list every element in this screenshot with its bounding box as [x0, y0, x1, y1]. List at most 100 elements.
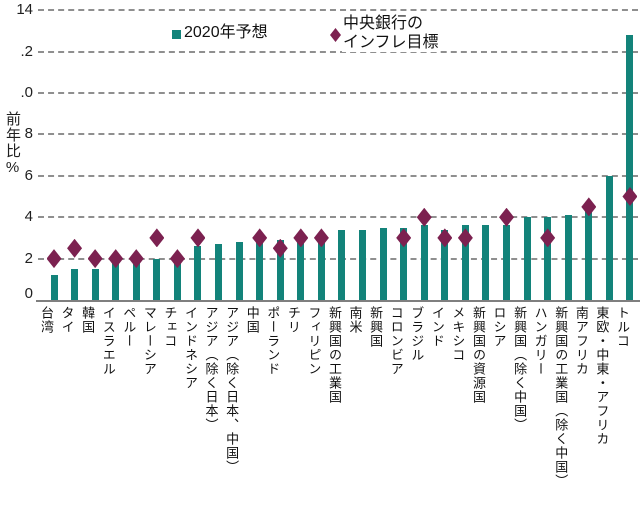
y-tick-label-10: .0	[20, 84, 33, 101]
x-label-新興国の工業国: 新興国の工業国	[326, 306, 342, 404]
target-diamond-ポーランド	[272, 238, 288, 258]
x-label-メキシコ: メキシコ	[450, 306, 466, 362]
bar-アジア（除く日本）	[215, 244, 223, 300]
bar-トルコ	[626, 35, 634, 300]
x-label-アジア（除く日本、中国）: アジア（除く日本、中国）	[224, 306, 240, 474]
bar-中国	[256, 239, 264, 300]
x-label-新興国の資源国: 新興国の資源国	[470, 306, 486, 404]
x-label-タイ: タイ	[59, 306, 75, 334]
x-label-新興国の工業国（除く中国）: 新興国の工業国（除く中国）	[553, 306, 569, 488]
bar-インドネシア	[194, 246, 202, 300]
x-label-南米: 南米	[347, 306, 363, 334]
gridline-10	[38, 92, 638, 94]
x-label-新興国（除く中国）: 新興国（除く中国）	[512, 306, 528, 432]
target-diamond-フィリピン	[313, 228, 329, 248]
gridline-4	[38, 216, 638, 219]
y-axis-title: 前年比%	[4, 111, 21, 177]
x-label-新興国: 新興国	[368, 306, 384, 348]
legend-bar-swatch-icon	[172, 30, 181, 39]
bar-新興国の工業国（除く中国）	[564, 215, 572, 300]
x-label-コロンビア: コロンビア	[388, 306, 404, 376]
target-diamond-ブラジル	[416, 207, 432, 227]
bar-ペルー	[132, 260, 140, 300]
bar-メキシコ	[461, 225, 469, 300]
gridline-12	[38, 50, 638, 53]
x-label-イスラエル: イスラエル	[100, 306, 116, 376]
y-tick-label-4: 4	[24, 208, 33, 226]
target-diamond-イスラエル	[108, 249, 124, 269]
bar-フィリピン	[317, 237, 325, 300]
bar-東欧・中東・アフリカ	[605, 175, 613, 300]
target-diamond-インドネシア	[190, 228, 206, 248]
x-axis-baseline	[36, 300, 640, 302]
y-tick-label-2: 2	[24, 249, 33, 267]
x-label-フィリピン: フィリピン	[306, 306, 322, 376]
target-diamond-メキシコ	[457, 228, 473, 248]
target-diamond-チェコ	[169, 249, 185, 269]
target-diamond-ロシア	[499, 207, 515, 227]
gridline-14	[38, 9, 638, 12]
x-label-インド: インド	[429, 306, 445, 348]
target-diamond-トルコ	[622, 187, 638, 206]
bar-南米	[359, 229, 367, 300]
bar-韓国	[91, 268, 99, 300]
bar-台湾	[50, 275, 58, 300]
bar-コロンビア	[400, 227, 408, 300]
x-label-チェコ: チェコ	[162, 306, 178, 348]
bar-新興国	[379, 227, 387, 300]
legend-target-label-line1: 中央銀行の	[343, 15, 424, 32]
x-label-ポーランド: ポーランド	[265, 306, 281, 376]
bar-チェコ	[173, 254, 181, 300]
bar-新興国の工業国	[338, 229, 346, 300]
target-diamond-インド	[437, 228, 453, 248]
bar-マレーシア	[153, 258, 161, 300]
bar-インド	[441, 229, 449, 300]
y-tick-label-0: 0	[24, 285, 33, 302]
x-label-ハンガリー: ハンガリー	[532, 306, 548, 376]
target-diamond-中国	[252, 228, 268, 248]
x-label-東欧・中東・アフリカ: 東欧・中東・アフリカ	[594, 306, 610, 446]
target-diamond-南アフリカ	[581, 197, 597, 217]
bar-チリ	[297, 237, 305, 300]
target-diamond-チリ	[293, 228, 309, 248]
x-label-インドネシア: インドネシア	[182, 306, 198, 390]
bar-ロシア	[503, 225, 511, 300]
y-tick-label-14: 14	[16, 1, 33, 19]
x-label-南アフリカ: 南アフリカ	[573, 306, 589, 376]
gridline-6	[38, 174, 638, 177]
x-label-中国: 中国	[244, 306, 260, 334]
bar-南アフリカ	[585, 210, 593, 300]
bar-ハンガリー	[544, 217, 552, 300]
target-diamond-コロンビア	[396, 228, 412, 248]
x-label-チリ: チリ	[285, 306, 301, 334]
x-label-ロシア: ロシア	[491, 306, 507, 348]
target-diamond-マレーシア	[149, 228, 165, 248]
bar-ポーランド	[276, 239, 284, 300]
y-tick-label-6: 6	[24, 166, 33, 184]
legend-target-label-line2: インフレ目標	[343, 34, 439, 51]
y-tick-label-12: .2	[20, 42, 33, 60]
x-label-マレーシア: マレーシア	[141, 306, 157, 376]
legend-target-diamond-icon	[330, 28, 341, 42]
bar-新興国の資源国	[482, 225, 490, 300]
target-diamond-台湾	[46, 249, 62, 269]
legend-target-label: 中央銀行の インフレ目標	[342, 14, 440, 52]
target-diamond-タイ	[67, 238, 83, 258]
target-diamond-韓国	[87, 249, 103, 269]
target-diamond-ハンガリー	[540, 228, 556, 248]
x-label-韓国: 韓国	[80, 306, 96, 334]
x-label-アジア（除く日本）: アジア（除く日本）	[203, 306, 219, 432]
x-label-ペルー: ペルー	[121, 306, 137, 348]
gridline-8	[38, 133, 638, 136]
bar-ブラジル	[420, 225, 428, 300]
gridline-2	[38, 257, 638, 260]
bar-アジア（除く日本、中国）	[235, 242, 243, 300]
bar-新興国（除く中国）	[523, 217, 531, 300]
y-tick-label-8: 8	[24, 125, 33, 143]
x-label-トルコ: トルコ	[614, 306, 630, 348]
target-diamond-ペルー	[128, 249, 144, 269]
bar-イスラエル	[112, 262, 120, 300]
legend-bar-label: 2020年予想	[183, 23, 269, 42]
bar-タイ	[71, 268, 79, 300]
